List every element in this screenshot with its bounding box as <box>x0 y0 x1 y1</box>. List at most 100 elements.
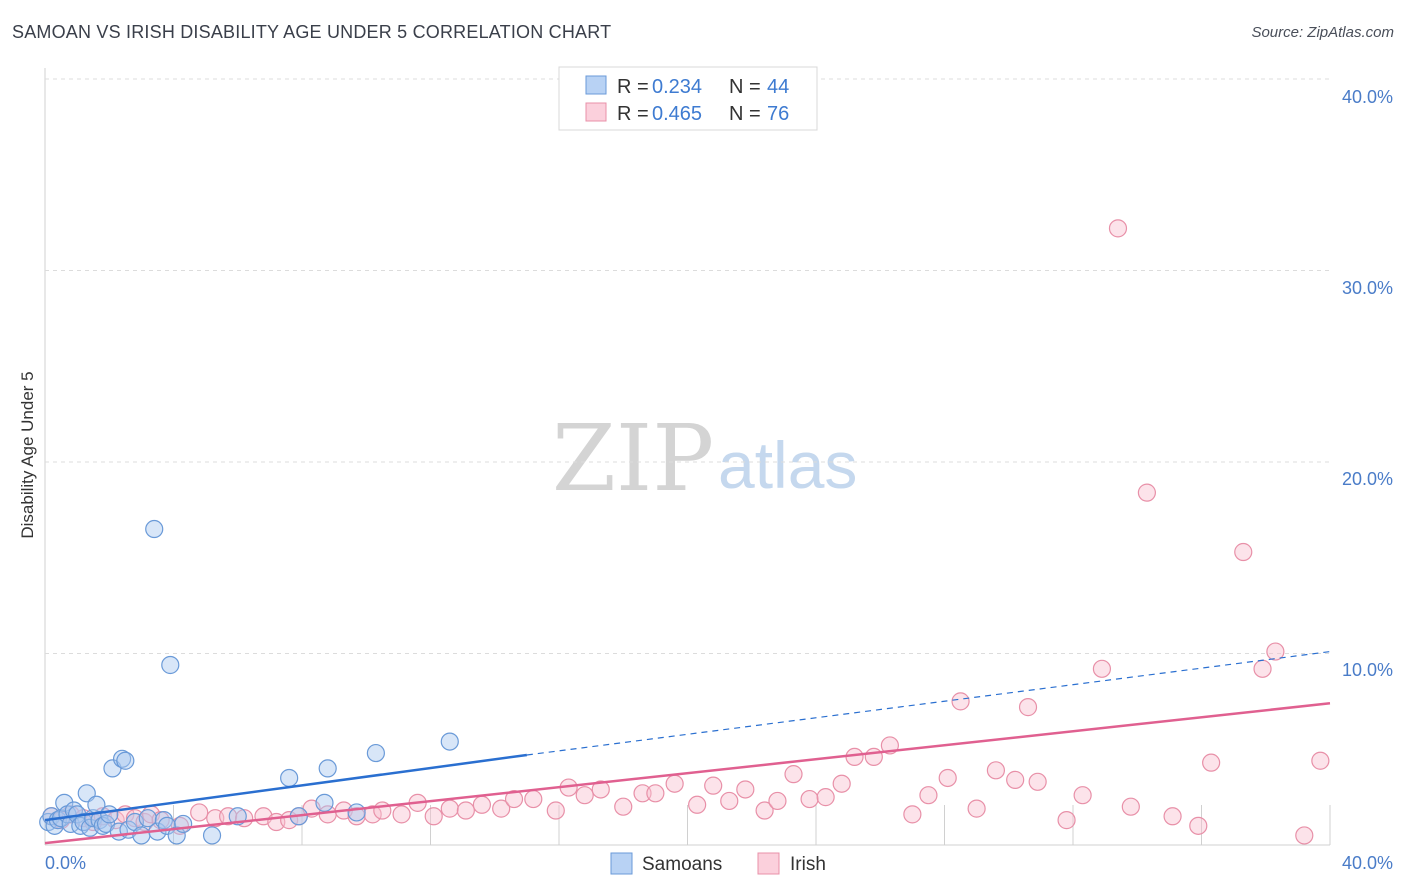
irish-point <box>190 803 209 822</box>
irish-point <box>816 788 835 807</box>
y-tick-label-30: 30.0% <box>1342 278 1393 298</box>
y-tick-label-10: 10.0% <box>1342 660 1393 680</box>
irish-point <box>832 774 851 793</box>
bottom-legend-swatch-samoans <box>610 852 633 875</box>
irish-point <box>1108 219 1128 238</box>
source-label: Source: ZipAtlas.com <box>1251 24 1394 41</box>
irish-point <box>1295 826 1314 845</box>
samoan-point <box>280 768 299 788</box>
irish-point <box>800 789 819 809</box>
samoan-point <box>100 805 119 824</box>
samoan-point <box>93 816 112 835</box>
irish-point <box>784 765 803 784</box>
samoan-point <box>55 793 74 812</box>
samoan-points <box>39 519 459 845</box>
irish-point <box>392 805 411 824</box>
legend-n-label-samoan: N = <box>729 76 761 98</box>
samoan-point <box>145 519 164 539</box>
irish-point <box>688 795 707 814</box>
irish-point <box>1018 698 1038 717</box>
samoan-point <box>366 743 385 763</box>
irish-point <box>575 786 594 805</box>
samoan-point <box>161 655 180 675</box>
irish-point <box>1121 797 1140 816</box>
irish-point <box>614 797 633 816</box>
irish-point <box>591 780 610 799</box>
legend-n-label-irish: N = <box>729 103 761 125</box>
irish-point <box>1057 811 1076 830</box>
x-tick-label-0: 0.0% <box>45 853 86 873</box>
bottom-legend-swatch-irish <box>757 852 780 875</box>
samoan-point <box>167 826 186 845</box>
irish-point <box>704 776 723 795</box>
samoan-trend-line <box>44 753 528 822</box>
irish-point <box>720 791 739 811</box>
irish-point <box>363 805 382 824</box>
irish-point <box>951 692 970 711</box>
irish-point <box>646 784 665 803</box>
irish-point <box>967 799 986 818</box>
irish-point <box>504 789 524 809</box>
trend-lines <box>44 650 1331 845</box>
watermark-atlas: atlas <box>718 428 857 502</box>
samoan-point <box>440 732 459 751</box>
legend-swatch-irish <box>585 102 607 122</box>
irish-point <box>633 784 652 803</box>
bottom-legend-label-irish: Irish <box>790 854 826 875</box>
legend-r-value-irish: 0.465 <box>652 103 702 125</box>
irish-point <box>1073 786 1092 805</box>
samoan-point <box>138 809 157 828</box>
irish-point <box>492 799 511 818</box>
samoan-trend-extension <box>526 650 1331 756</box>
irish-point <box>665 774 684 793</box>
legend-r-label-samoan: R = <box>617 76 649 98</box>
samoan-point <box>347 803 366 822</box>
samoan-point <box>132 826 151 845</box>
irish-point <box>1006 770 1025 789</box>
legend-r-value-samoan: 0.234 <box>652 76 702 98</box>
irish-point <box>755 801 774 820</box>
irish-point <box>524 789 543 809</box>
grid-lines <box>45 78 1330 654</box>
samoan-point <box>315 793 334 812</box>
legend-r-label-irish: R = <box>617 103 649 125</box>
irish-point <box>472 795 491 814</box>
legend-n-value-irish: 76 <box>767 103 789 125</box>
irish-point <box>1189 816 1208 835</box>
x-tick-label-40: 40.0% <box>1342 853 1393 873</box>
y-tick-label-20: 20.0% <box>1342 469 1393 489</box>
irish-point <box>1092 659 1112 678</box>
samoan-point <box>318 759 337 778</box>
watermark-zip: ZIP <box>552 405 714 512</box>
irish-point <box>424 807 443 826</box>
series-legend: Samoans Irish <box>610 852 826 875</box>
irish-point <box>1202 753 1221 772</box>
irish-point <box>456 801 475 820</box>
irish-point <box>440 799 459 818</box>
irish-point <box>1137 483 1156 502</box>
irish-point <box>1234 542 1253 562</box>
irish-point <box>864 747 883 767</box>
irish-point <box>347 807 366 826</box>
legend-n-value-samoan: 44 <box>767 76 789 98</box>
irish-point <box>1311 751 1330 770</box>
samoan-point <box>202 826 222 845</box>
irish-point <box>986 761 1006 780</box>
irish-point <box>1253 659 1272 678</box>
x-tick-marks <box>44 805 1331 845</box>
irish-point <box>1163 807 1182 826</box>
correlation-legend: R = 0.234 N = 44 R = 0.465 N = 76 <box>558 66 818 131</box>
legend-swatch-samoan <box>585 75 607 95</box>
samoan-point <box>116 751 135 770</box>
irish-trend-line <box>44 702 1331 845</box>
bottom-legend-label-samoans: Samoans <box>642 854 722 875</box>
irish-points <box>42 219 1330 845</box>
irish-point <box>1028 772 1047 791</box>
irish-point <box>903 805 922 824</box>
irish-point <box>219 807 238 826</box>
samoan-point <box>154 811 173 830</box>
samoan-point <box>112 749 132 768</box>
chart-title: SAMOAN VS IRISH DISABILITY AGE UNDER 5 C… <box>12 22 612 42</box>
irish-point <box>736 780 755 799</box>
